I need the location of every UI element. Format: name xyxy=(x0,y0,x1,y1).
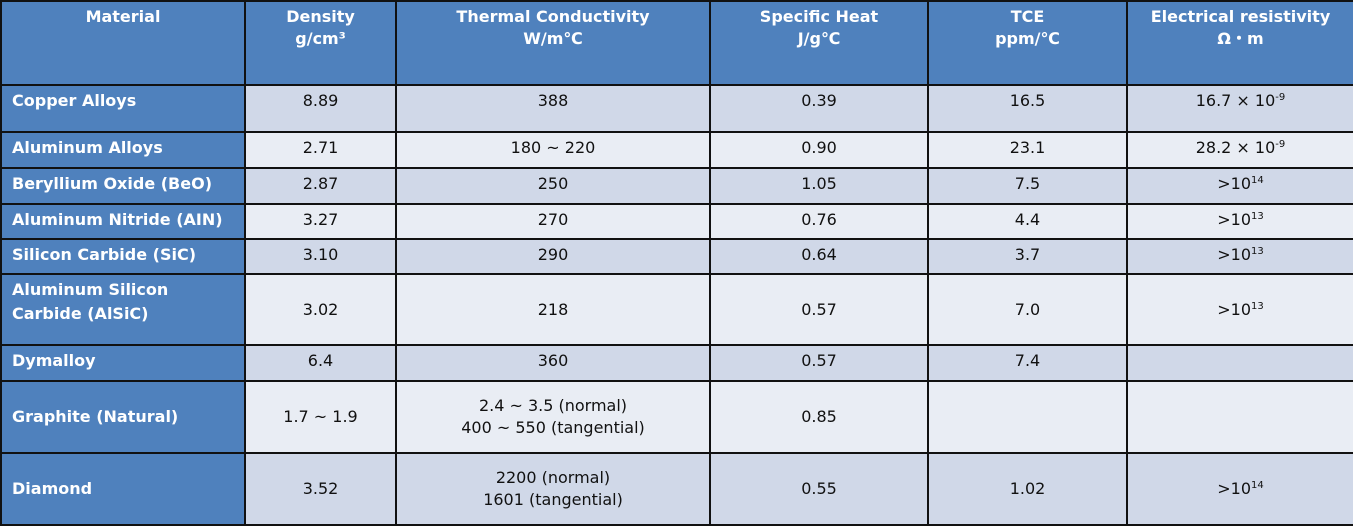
density-value: 3.10 xyxy=(244,238,397,275)
tce-value: 7.5 xyxy=(927,167,1128,205)
table-row: Silicon Carbide (SiC) 3.10 290 0.64 3.7 … xyxy=(0,238,1353,275)
specific-heat-value: 0.85 xyxy=(709,380,929,454)
material-name: Aluminum Nitride (AIN) xyxy=(0,203,246,240)
table-row: Diamond 3.52 2200 (normal) 1601 (tangenti… xyxy=(0,452,1353,526)
specific-heat-value: 0.90 xyxy=(709,131,929,169)
density-value: 2.71 xyxy=(244,131,397,169)
material-name: Diamond xyxy=(0,452,246,526)
density-value: 8.89 xyxy=(244,84,397,133)
thermal-value: 2.4 ~ 3.5 (normal) 400 ~ 550 (tangential) xyxy=(395,380,711,454)
tce-value: 16.5 xyxy=(927,84,1128,133)
tce-value: 4.4 xyxy=(927,203,1128,240)
thermal-value: 290 xyxy=(395,238,711,275)
density-value: 3.52 xyxy=(244,452,397,526)
resistivity-value: >1014 xyxy=(1126,452,1353,526)
specific-heat-value: 1.05 xyxy=(709,167,929,205)
header-tce: TCE ppm/℃ xyxy=(927,0,1128,86)
header-specific-heat: Specific Heat J/g℃ xyxy=(709,0,929,86)
thermal-value: 250 xyxy=(395,167,711,205)
material-name: Dymalloy xyxy=(0,344,246,382)
resistivity-value xyxy=(1126,344,1353,382)
table-row: Aluminum Nitride (AIN) 3.27 270 0.76 4.4… xyxy=(0,203,1353,240)
tce-value: 1.02 xyxy=(927,452,1128,526)
resistivity-value: 28.2 × 10-9 xyxy=(1126,131,1353,169)
specific-heat-value: 0.55 xyxy=(709,452,929,526)
table-row: Aluminum Alloys 2.71 180 ~ 220 0.90 23.1… xyxy=(0,131,1353,169)
tce-value: 7.4 xyxy=(927,344,1128,382)
specific-heat-value: 0.57 xyxy=(709,273,929,346)
resistivity-value: >1013 xyxy=(1126,238,1353,275)
specific-heat-value: 0.57 xyxy=(709,344,929,382)
table-row: Copper Alloys 8.89 388 0.39 16.5 16.7 × … xyxy=(0,84,1353,133)
density-value: 3.27 xyxy=(244,203,397,240)
header-density: Density g/cm³ xyxy=(244,0,397,86)
resistivity-value: >1013 xyxy=(1126,273,1353,346)
tce-value: 7.0 xyxy=(927,273,1128,346)
thermal-value: 270 xyxy=(395,203,711,240)
table-row: Graphite (Natural) 1.7 ~ 1.9 2.4 ~ 3.5 (… xyxy=(0,380,1353,454)
tce-value: 23.1 xyxy=(927,131,1128,169)
density-value: 6.4 xyxy=(244,344,397,382)
tce-value: 3.7 xyxy=(927,238,1128,275)
header-electrical-resistivity: Electrical resistivity Ω・m xyxy=(1126,0,1353,86)
resistivity-value: >1013 xyxy=(1126,203,1353,240)
specific-heat-value: 0.76 xyxy=(709,203,929,240)
material-name: Copper Alloys xyxy=(0,84,246,133)
header-row: Material Density g/cm³ Thermal Conductivi… xyxy=(0,0,1353,86)
resistivity-value: >1014 xyxy=(1126,167,1353,205)
header-material: Material xyxy=(0,0,246,86)
resistivity-value xyxy=(1126,380,1353,454)
material-name: Aluminum Alloys xyxy=(0,131,246,169)
density-value: 3.02 xyxy=(244,273,397,346)
thermal-value: 2200 (normal) 1601 (tangential) xyxy=(395,452,711,526)
table-row: Aluminum Silicon Carbide (AlSiC) 3.02 218… xyxy=(0,273,1353,346)
resistivity-value: 16.7 × 10-9 xyxy=(1126,84,1353,133)
thermal-value: 388 xyxy=(395,84,711,133)
thermal-value: 180 ~ 220 xyxy=(395,131,711,169)
density-value: 2.87 xyxy=(244,167,397,205)
material-name: Graphite (Natural) xyxy=(0,380,246,454)
material-name: Beryllium Oxide (BeO) xyxy=(0,167,246,205)
table-row: Beryllium Oxide (BeO) 2.87 250 1.05 7.5 … xyxy=(0,167,1353,205)
thermal-value: 218 xyxy=(395,273,711,346)
density-value: 1.7 ~ 1.9 xyxy=(244,380,397,454)
thermal-value: 360 xyxy=(395,344,711,382)
table-row: Dymalloy 6.4 360 0.57 7.4 xyxy=(0,344,1353,382)
specific-heat-value: 0.64 xyxy=(709,238,929,275)
material-name: Silicon Carbide (SiC) xyxy=(0,238,246,275)
header-thermal-conductivity: Thermal Conductivity W/m℃ xyxy=(395,0,711,86)
material-name: Aluminum Silicon Carbide (AlSiC) xyxy=(0,273,246,346)
tce-value xyxy=(927,380,1128,454)
specific-heat-value: 0.39 xyxy=(709,84,929,133)
